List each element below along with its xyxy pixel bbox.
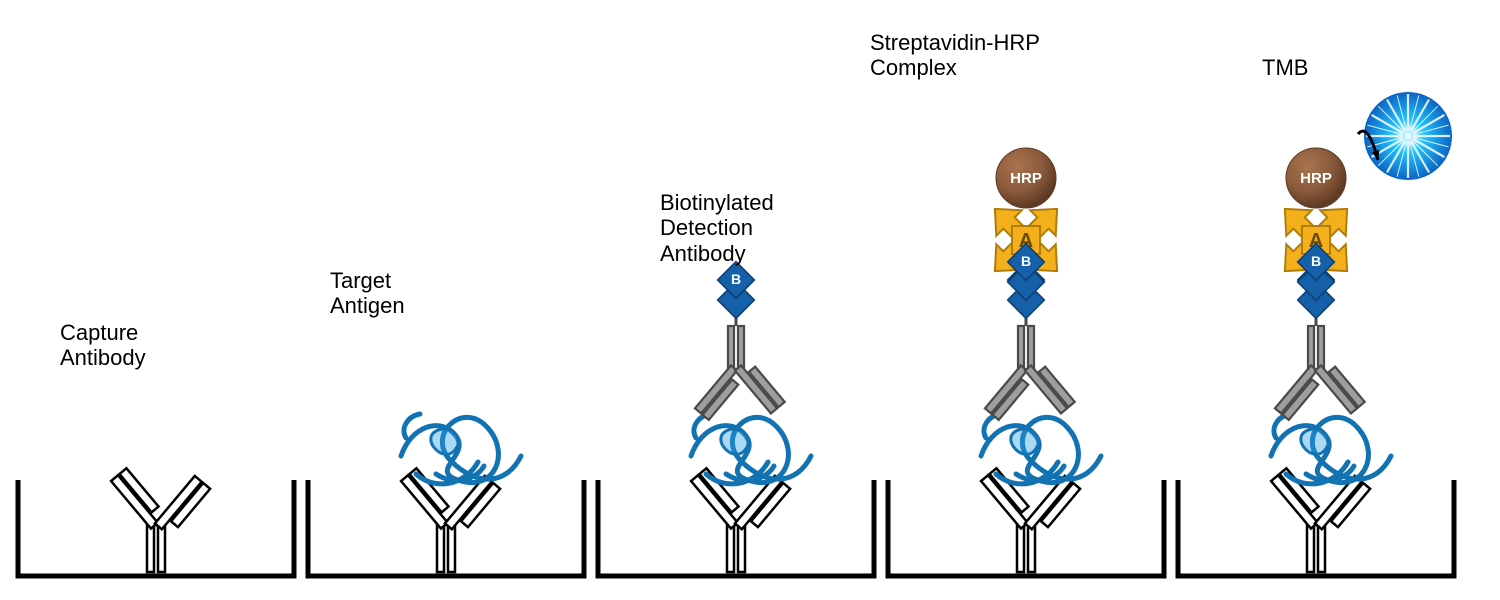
svg-text:B: B	[731, 271, 741, 287]
antigen-icon	[401, 414, 521, 484]
svg-text:B: B	[1021, 253, 1031, 269]
svg-text:HRP: HRP	[1010, 170, 1042, 187]
label-detection-antibody: Biotinylated Detection Antibody	[660, 190, 774, 266]
well-icon	[598, 480, 874, 576]
detection-antibody-icon	[985, 312, 1075, 420]
tmb-signal-icon	[1364, 92, 1452, 180]
label-target-antigen: Target Antigen	[330, 268, 405, 319]
elisa-diagram: BBABHRPBABHRP	[0, 0, 1500, 600]
label-capture-antibody: Capture Antibody	[60, 320, 146, 371]
biotin-icon: B	[718, 262, 755, 319]
hrp-icon: HRP	[1286, 148, 1346, 208]
svg-text:HRP: HRP	[1300, 170, 1332, 187]
svg-text:B: B	[1311, 253, 1321, 269]
well-icon	[308, 480, 584, 576]
label-tmb: TMB	[1262, 55, 1308, 80]
well-icon	[1178, 480, 1454, 576]
detection-antibody-icon	[695, 312, 785, 420]
label-streptavidin-hrp: Streptavidin-HRP Complex	[870, 30, 1040, 81]
antigen-icon	[691, 414, 811, 484]
antigen-icon	[981, 414, 1101, 484]
capture-antibody-icon	[111, 468, 210, 572]
well-icon	[18, 480, 294, 576]
antigen-icon	[1271, 414, 1391, 484]
hrp-icon: HRP	[996, 148, 1056, 208]
well-icon	[888, 480, 1164, 576]
detection-antibody-icon	[1275, 312, 1365, 420]
